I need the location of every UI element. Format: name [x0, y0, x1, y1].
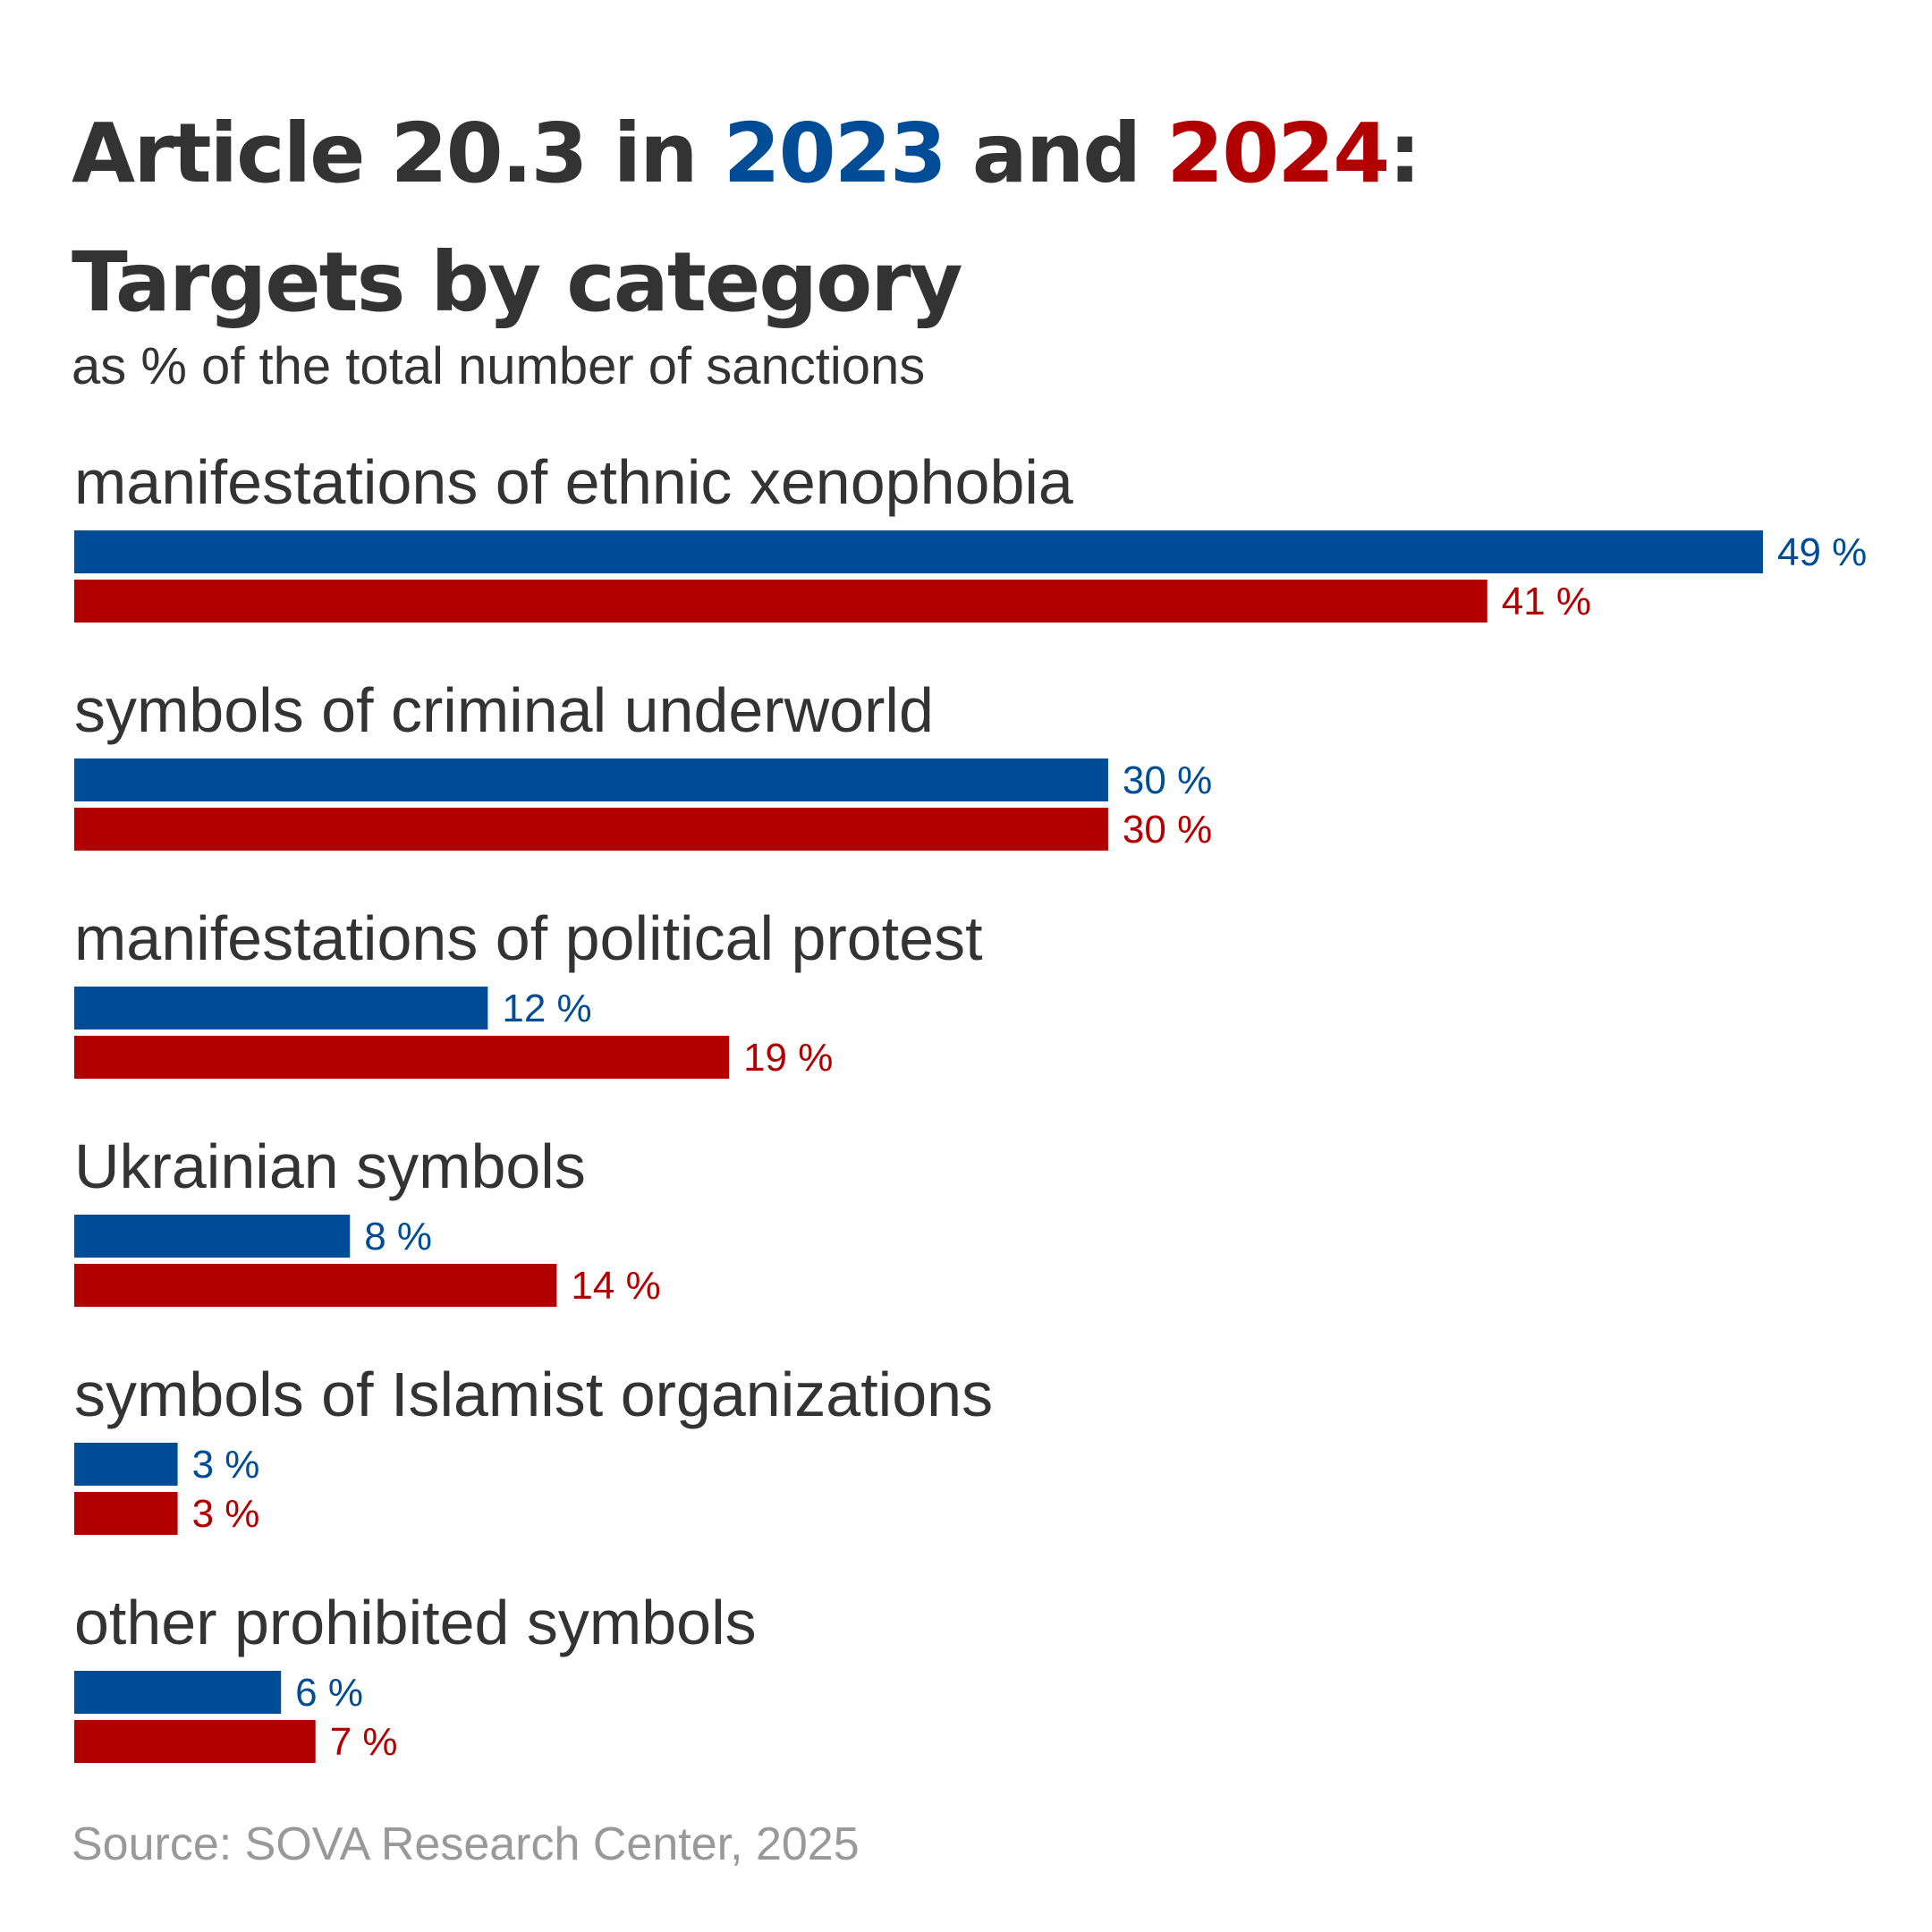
title-text-part3: :	[1388, 106, 1421, 201]
category-label: manifestations of political protest	[74, 903, 983, 973]
chart-title: Article 20.3 in 2023 and 2024: Targets by…	[72, 89, 1421, 347]
value-label-2024: 30 %	[1123, 808, 1212, 852]
value-label-2023: 6 %	[295, 1671, 363, 1715]
category-label: symbols of Islamist organizations	[74, 1360, 993, 1429]
category-label: Ukrainian symbols	[74, 1131, 586, 1201]
chart-subtitle: as % of the total number of sanctions	[72, 337, 926, 395]
title-year-2023: 2023	[723, 106, 947, 201]
value-label-2024: 7 %	[330, 1720, 398, 1764]
bar-2024	[74, 1036, 730, 1079]
bar-group-symbols-of-islamist-organizations: symbols of Islamist organizations 3 % 3 %	[74, 1360, 993, 1536]
bar-2024	[74, 1264, 557, 1307]
bar-2024	[74, 808, 1108, 851]
bar-2023	[74, 530, 1763, 573]
bar-group-manifestations-of-ethnic-xenophobia: manifestations of ethnic xenophobia 49 % 4…	[74, 447, 1867, 623]
value-label-2024: 19 %	[743, 1036, 833, 1080]
value-label-2023: 30 %	[1123, 758, 1212, 802]
value-label-2024: 3 %	[192, 1492, 260, 1536]
bar-group-other-prohibited-symbols: other prohibited symbols 6 % 7 %	[74, 1588, 757, 1764]
bar-2024	[74, 1492, 178, 1535]
bar-2023	[74, 1443, 178, 1486]
bar-2024	[74, 580, 1487, 623]
bar-2023	[74, 758, 1108, 801]
value-label-2024: 14 %	[571, 1264, 660, 1308]
value-label-2023: 49 %	[1777, 530, 1867, 574]
title-text-part2: and	[945, 106, 1167, 201]
bar-group-manifestations-of-political-protest: manifestations of political protest 12 % 1…	[74, 903, 983, 1080]
category-label: other prohibited symbols	[74, 1588, 757, 1657]
title-year-2024: 2024	[1166, 106, 1390, 201]
bar-2023	[74, 1215, 351, 1258]
value-label-2023: 3 %	[192, 1443, 260, 1487]
title-line2: Targets by category	[72, 234, 963, 330]
bar-2024	[74, 1720, 316, 1763]
category-label: manifestations of ethnic xenophobia	[74, 447, 1073, 517]
value-label-2023: 8 %	[364, 1215, 432, 1258]
title-text-part1: Article 20.3 in	[72, 106, 724, 201]
value-label-2024: 41 %	[1502, 580, 1591, 623]
bar-group-ukrainian-symbols: Ukrainian symbols 8 % 14 %	[74, 1131, 661, 1308]
bar-2023	[74, 987, 488, 1030]
category-label: symbols of criminal underworld	[74, 675, 934, 745]
value-label-2023: 12 %	[502, 987, 591, 1030]
bar-2023	[74, 1671, 282, 1714]
source-note: Source: SOVA Research Center, 2025	[72, 1818, 860, 1870]
bar-group-symbols-of-criminal-underworld: symbols of criminal underworld 30 % 30 %	[74, 675, 1212, 852]
